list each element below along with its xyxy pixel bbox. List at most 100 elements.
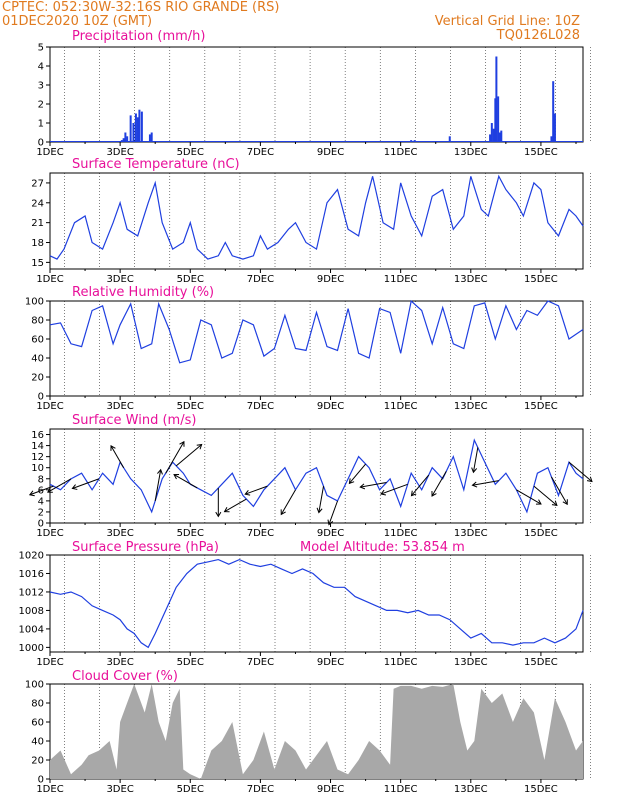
precip-bar [122, 138, 125, 142]
x-tick-label: 9DEC [317, 274, 344, 285]
x-tick-label: 15DEC [524, 147, 558, 158]
model-altitude-label: Model Altitude: 53.854 m [300, 540, 465, 555]
series-line [49, 438, 584, 514]
x-tick-label: 13DEC [454, 147, 488, 158]
y-tick-label: 60 [31, 335, 44, 346]
panel-frame [49, 428, 584, 524]
y-tick-label: 12 [31, 452, 44, 463]
panel-pressure: Surface Pressure (hPa) Model Altitude: 5… [19, 540, 591, 668]
y-tick-label: 1016 [19, 569, 44, 580]
x-tick-label: 9DEC [317, 401, 344, 412]
y-tick-label: 0 [38, 775, 44, 786]
y-tick-label: 4 [38, 62, 44, 73]
x-tick-label: 11DEC [384, 528, 418, 539]
wind-arrow-head [380, 489, 386, 496]
x-tick-label: 11DEC [384, 147, 418, 158]
y-tick-label: 4 [38, 496, 44, 507]
panel-title-temperature: Surface Temperature (nC) [72, 157, 240, 172]
y-tick-label: 8 [38, 474, 44, 485]
x-tick-label: 11DEC [384, 401, 418, 412]
x-tick-label: 7DEC [247, 147, 274, 158]
panel-title-pressure: Surface Pressure (hPa) [72, 540, 219, 555]
y-tick-label: 20 [31, 756, 44, 767]
precip-bar [490, 123, 493, 142]
wind-arrow [175, 444, 202, 467]
x-tick-label: 15DEC [524, 784, 558, 795]
header-model-id: TQ0126L028 [496, 28, 580, 43]
x-tick-label: 9DEC [317, 784, 344, 795]
wind-arrow-head [586, 476, 593, 483]
y-tick-label: 80 [31, 699, 44, 710]
x-tick-label: 15DEC [524, 528, 558, 539]
y-tick-label: 2 [38, 100, 44, 111]
y-tick-label: 0 [38, 392, 44, 403]
x-tick-label: 1DEC [36, 657, 63, 668]
x-tick-label: 3DEC [106, 528, 133, 539]
x-tick-label: 13DEC [454, 401, 488, 412]
x-tick-label: 1DEC [36, 147, 63, 158]
y-tick-label: 21 [31, 218, 44, 229]
x-tick-label: 15DEC [524, 657, 558, 668]
x-tick-label: 1DEC [36, 401, 63, 412]
y-tick-label: 60 [31, 718, 44, 729]
y-tick-label: 16 [31, 430, 44, 441]
wind-arrow-head [71, 484, 78, 490]
wind-arrow-head [316, 507, 323, 514]
x-tick-label: 7DEC [247, 401, 274, 412]
precip-bar [497, 96, 500, 142]
y-tick-label: 100 [25, 297, 44, 308]
series-line [49, 558, 584, 649]
precip-bar [500, 130, 503, 142]
wind-arrow [224, 498, 247, 513]
wind-arrow-head [110, 445, 116, 451]
panel-temperature: Surface Temperature (nC) 15 18 21 24 27 1DEC 3… [31, 157, 591, 285]
wind-arrow [349, 463, 366, 484]
wind-arrow [411, 474, 430, 496]
x-tick-label: 9DEC [317, 528, 344, 539]
y-tick-label: 3 [38, 81, 44, 92]
x-tick-label: 5DEC [177, 657, 204, 668]
y-tick-label: 10 [31, 463, 44, 474]
x-tick-label: 3DEC [106, 401, 133, 412]
wind-arrow [245, 485, 268, 495]
y-tick-label: 80 [31, 316, 44, 327]
precip-bar [136, 117, 139, 142]
wind-arrow [29, 485, 54, 496]
y-tick-label: 1012 [19, 587, 44, 598]
wind-arrow-head [179, 440, 185, 447]
precip-bar [129, 115, 132, 142]
precip-bar [126, 136, 129, 142]
precip-bar [132, 123, 135, 142]
wind-arrow [380, 483, 408, 495]
x-tick-label: 1DEC [36, 528, 63, 539]
wind-arrow [431, 471, 447, 497]
wind-arrow [165, 441, 185, 474]
x-tick-label: 15DEC [524, 401, 558, 412]
x-tick-label: 3DEC [106, 657, 133, 668]
wind-arrow-head [223, 507, 230, 513]
wind-arrow [154, 469, 162, 501]
x-tick-label: 3DEC [106, 784, 133, 795]
panel-title-precipitation: Precipitation (mm/h) [72, 29, 205, 44]
x-tick-label: 13DEC [454, 528, 488, 539]
precip-bar [124, 132, 127, 142]
x-tick-label: 13DEC [454, 657, 488, 668]
y-tick-label: 40 [31, 354, 44, 365]
y-tick-label: 14 [31, 441, 44, 452]
wind-arrow-head [535, 499, 542, 505]
wind-arrow-head [551, 500, 558, 507]
x-tick-label: 7DEC [247, 657, 274, 668]
precip-bar [134, 113, 137, 142]
wind-arrow-head [157, 468, 163, 475]
precip-bar [550, 136, 553, 142]
x-tick-label: 5DEC [177, 274, 204, 285]
wind-arrow [328, 500, 339, 525]
x-tick-label: 1DEC [36, 784, 63, 795]
x-tick-label: 9DEC [317, 147, 344, 158]
wind-arrow-head [327, 519, 334, 526]
panel-frame [49, 300, 584, 397]
y-tick-label: 18 [31, 238, 44, 249]
wind-arrow [568, 461, 593, 482]
precip-bar [138, 109, 141, 142]
